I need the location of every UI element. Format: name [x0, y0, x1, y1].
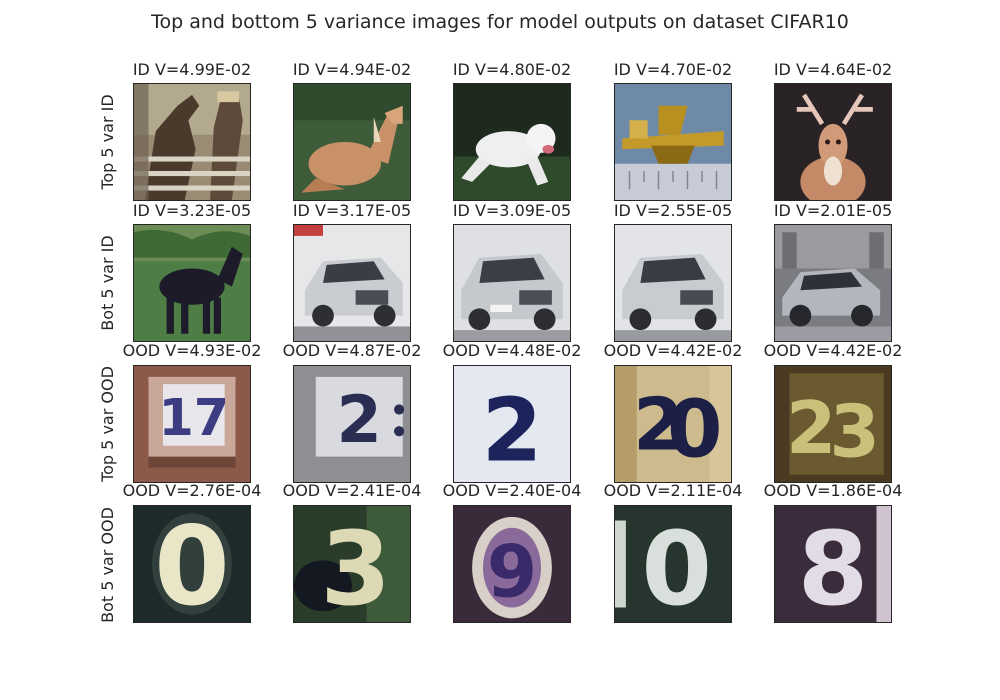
image-thumbnail: 9 — [453, 505, 571, 623]
house-number-picture: 8 — [775, 506, 891, 622]
silver-car-road-picture — [775, 225, 891, 341]
image-thumbnail — [453, 224, 571, 342]
image-title: OOD V=4.48E-02 — [427, 342, 597, 360]
house-number-picture: 9 — [454, 506, 570, 622]
image-title: ID V=4.80E-02 — [427, 61, 597, 79]
deer-picture — [775, 84, 891, 200]
image-thumbnail: 2 0 — [614, 365, 732, 483]
image-title: OOD V=2.76E-04 — [107, 482, 277, 500]
image-thumbnail — [774, 83, 892, 201]
house-number-picture: 0 — [134, 506, 250, 622]
svg-text:9: 9 — [487, 531, 537, 615]
image-thumbnail — [293, 224, 411, 342]
image-title: OOD V=4.42E-02 — [588, 342, 758, 360]
image-thumbnail: 2 — [293, 365, 411, 483]
image-title: OOD V=2.41E-04 — [267, 482, 437, 500]
row-label: Bot 5 var OOD — [98, 505, 118, 625]
svg-text:0: 0 — [641, 510, 712, 622]
svg-text:3: 3 — [830, 391, 880, 475]
image-thumbnail — [133, 83, 251, 201]
image-title: ID V=3.23E-05 — [107, 202, 277, 220]
image-thumbnail — [614, 83, 732, 201]
image-title: OOD V=2.11E-04 — [588, 482, 758, 500]
image-title: ID V=3.09E-05 — [427, 202, 597, 220]
house-number-picture: 2 0 — [615, 366, 731, 482]
image-title: OOD V=1.86E-04 — [748, 482, 918, 500]
horse-rider-picture — [134, 84, 250, 200]
silver-car-picture — [615, 225, 731, 341]
svg-text:2: 2 — [337, 382, 382, 458]
svg-text:17: 17 — [159, 388, 230, 447]
image-title: ID V=4.64E-02 — [748, 61, 918, 79]
image-title: OOD V=4.93E-02 — [107, 342, 277, 360]
image-title: OOD V=4.87E-02 — [267, 342, 437, 360]
image-thumbnail: 17 — [133, 365, 251, 483]
image-thumbnail: 3 — [293, 505, 411, 623]
image-title: ID V=4.70E-02 — [588, 61, 758, 79]
svg-text:3: 3 — [320, 510, 391, 622]
image-title: ID V=2.01E-05 — [748, 202, 918, 220]
dark-horse-picture — [134, 225, 250, 341]
silver-car-picture — [454, 225, 570, 341]
image-title: OOD V=4.42E-02 — [748, 342, 918, 360]
image-thumbnail — [774, 224, 892, 342]
image-thumbnail — [133, 224, 251, 342]
house-number-picture: 2 — [454, 366, 570, 482]
house-number-picture: 17 — [134, 366, 250, 482]
image-thumbnail — [453, 83, 571, 201]
image-title: ID V=3.17E-05 — [267, 202, 437, 220]
row-label: Top 5 var OOD — [98, 364, 118, 484]
image-thumbnail: 2 3 — [774, 365, 892, 483]
image-title: ID V=2.55E-05 — [588, 202, 758, 220]
gold-airplane-picture — [615, 84, 731, 200]
image-thumbnail — [614, 224, 732, 342]
house-number-picture: 0 — [615, 506, 731, 622]
image-title: ID V=4.99E-02 — [107, 61, 277, 79]
house-number-picture: 2 — [294, 366, 410, 482]
horse-lying-picture — [294, 84, 410, 200]
row-label: Bot 5 var ID — [98, 223, 118, 343]
silver-car-picture — [294, 225, 410, 341]
white-dog-picture — [454, 84, 570, 200]
image-title: OOD V=2.40E-04 — [427, 482, 597, 500]
row-label: Top 5 var ID — [98, 82, 118, 202]
svg-text:2: 2 — [482, 379, 543, 481]
house-number-picture: 3 — [294, 506, 410, 622]
image-title: ID V=4.94E-02 — [267, 61, 437, 79]
image-thumbnail: 8 — [774, 505, 892, 623]
svg-text:8: 8 — [798, 510, 869, 622]
house-number-picture: 2 3 — [775, 366, 891, 482]
svg-text:0: 0 — [667, 383, 723, 476]
image-thumbnail — [293, 83, 411, 201]
image-thumbnail: 0 — [133, 505, 251, 623]
figure-title: Top and bottom 5 variance images for mod… — [0, 10, 1000, 34]
image-thumbnail: 0 — [614, 505, 732, 623]
svg-text:0: 0 — [154, 506, 230, 622]
image-thumbnail: 2 — [453, 365, 571, 483]
